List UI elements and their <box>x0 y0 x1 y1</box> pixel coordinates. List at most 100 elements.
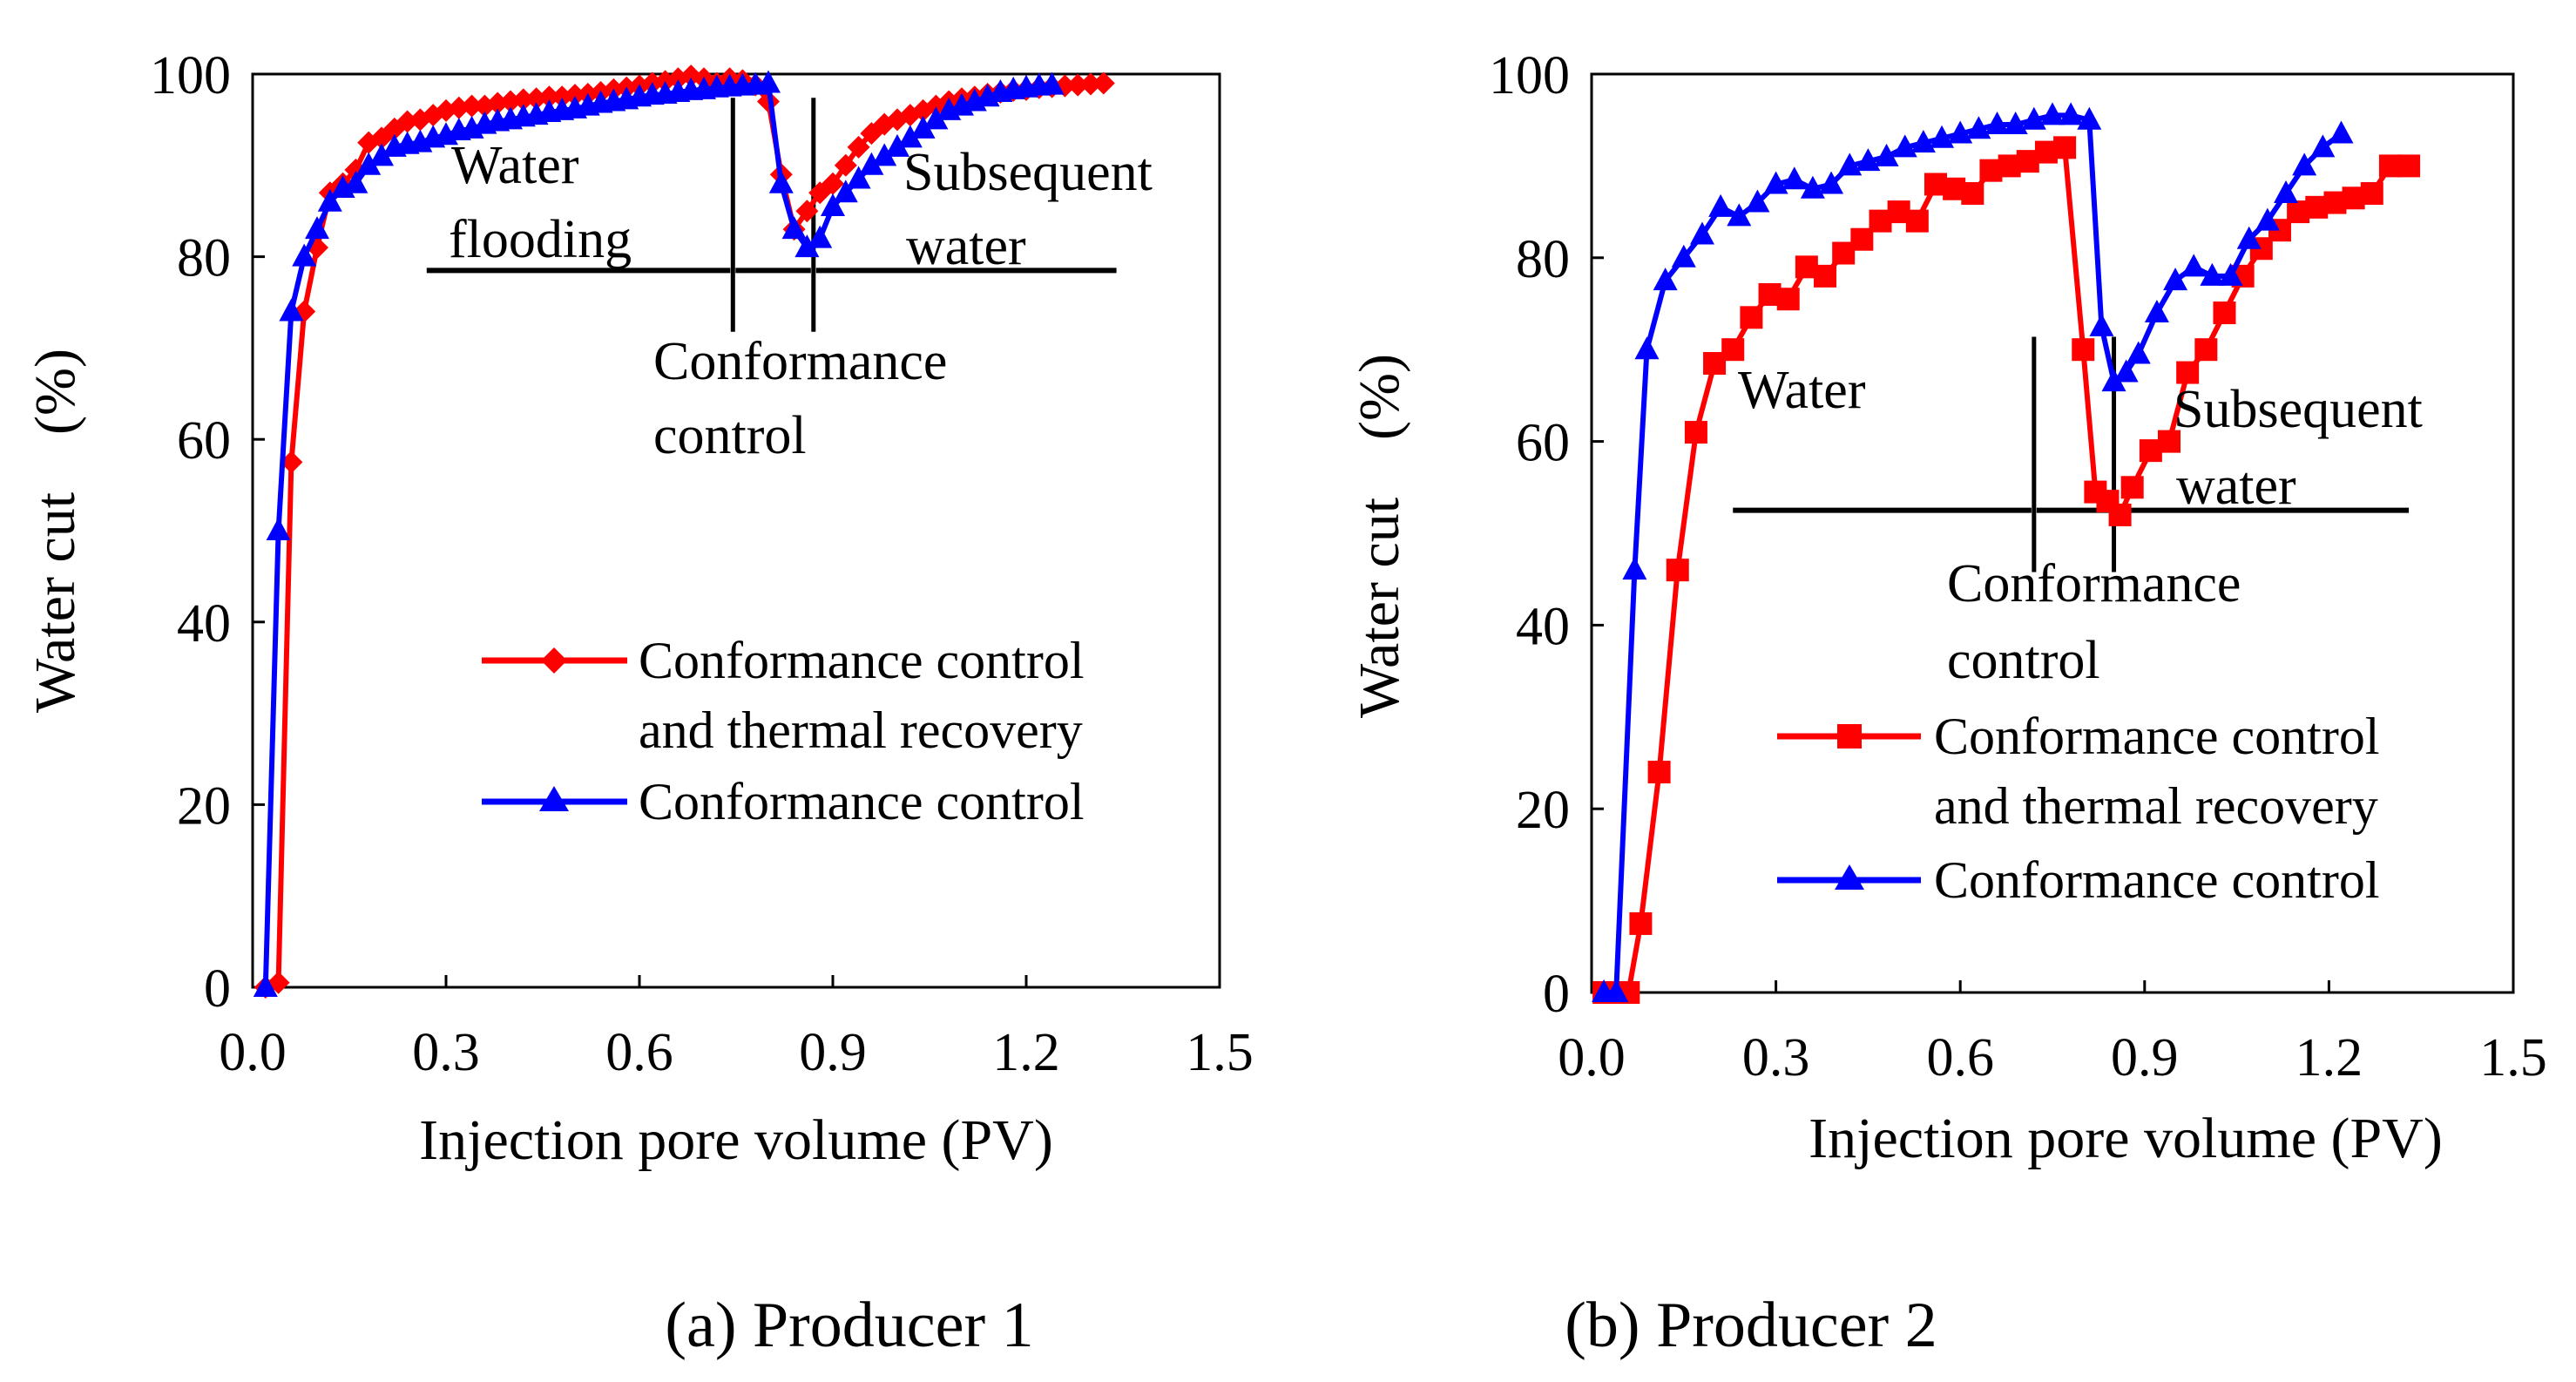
legend: Conformance control and thermal recovery… <box>482 632 1085 830</box>
x-axis-ticks: 0.0 0.3 0.6 0.9 1.2 1.5 <box>1558 980 2547 1087</box>
data-point-diamond <box>886 108 909 132</box>
chart-title: (a) Producer 1 <box>665 1290 1033 1361</box>
data-point-triangle <box>808 225 833 248</box>
data-point-triangle <box>781 216 807 240</box>
x-tick-label: 0.9 <box>2111 1028 2179 1087</box>
data-point-triangle <box>2292 152 2317 176</box>
data-point-triangle <box>2144 300 2169 323</box>
data-point-triangle <box>2089 313 2114 336</box>
y-tick-label: 20 <box>177 776 231 836</box>
data-point-triangle <box>305 216 329 240</box>
data-point-triangle <box>2113 359 2139 383</box>
data-point-triangle <box>872 143 897 166</box>
legend-item-conformance: Conformance control <box>482 773 1085 830</box>
data-point-triangle <box>910 115 936 139</box>
data-point-square <box>1666 559 1689 582</box>
legend-item-conformance-thermal: Conformance control and thermal recovery <box>482 632 1085 759</box>
annotation-subsequent-water: Subsequent water <box>2174 380 2423 516</box>
data-point-triangle <box>846 166 871 189</box>
data-point-square <box>2176 361 2200 384</box>
plot-area-frame <box>251 72 1221 989</box>
data-point-triangle <box>2218 262 2243 286</box>
legend-item-conformance-thermal: Conformance control and thermal recovery <box>1777 708 2380 835</box>
data-point-triangle <box>1984 111 2010 134</box>
x-tick-label: 0.0 <box>219 1023 287 1082</box>
data-point-square <box>2072 338 2095 362</box>
data-point-square <box>2120 476 2144 499</box>
data-point-triangle <box>1039 71 1065 95</box>
data-point-triangle <box>1727 203 1752 227</box>
data-point-triangle <box>1671 244 1696 268</box>
y-tick-label: 80 <box>1516 230 1570 289</box>
data-point-square <box>2158 430 2181 453</box>
data-point-triangle <box>2329 120 2354 144</box>
legend-square-marker <box>1837 724 1862 749</box>
data-point-triangle <box>356 152 382 175</box>
data-point-triangle <box>821 193 845 216</box>
y-tick-label: 60 <box>1516 414 1570 473</box>
data-point-triangle <box>369 143 394 166</box>
data-point-triangle <box>266 518 291 540</box>
data-point-square <box>2194 338 2218 362</box>
chart-producer-1: 0 20 40 60 80 100 0.0 0.3 0.6 0.9 1.2 1.5 Injectio… <box>24 46 1254 1361</box>
data-point-square <box>1905 209 1929 233</box>
data-point-triangle <box>1930 125 1955 148</box>
data-point-triangle <box>2181 254 2207 277</box>
y-tick-label: 80 <box>177 229 231 288</box>
y-tick-label: 0 <box>1543 965 1570 1024</box>
data-point-triangle <box>2200 262 2225 286</box>
data-point-square <box>1684 421 1707 444</box>
data-point-square <box>1814 264 1837 288</box>
data-point-triangle <box>2003 111 2028 134</box>
data-point-triangle <box>859 152 884 175</box>
data-series-layer <box>253 64 1115 999</box>
legend: Conformance control and thermal recovery… <box>1777 708 2380 909</box>
annotation-text: water <box>906 217 1026 276</box>
data-point-diamond <box>564 84 586 107</box>
annotation-water: Water <box>1738 361 1866 420</box>
data-point-triangle <box>2163 268 2188 291</box>
data-point-triangle <box>1892 134 1917 158</box>
data-point-triangle <box>1800 175 1825 199</box>
data-point-triangle <box>2310 134 2336 158</box>
data-point-triangle <box>343 170 368 193</box>
data-point-diamond <box>280 451 303 474</box>
y-axis-ticks: 0 20 40 60 80 100 <box>1489 46 1604 1024</box>
legend-label: Conformance control <box>1934 708 2380 765</box>
data-point-triangle <box>2126 341 2151 364</box>
x-tick-label: 0.3 <box>412 1023 480 1082</box>
data-point-triangle <box>1948 120 1973 144</box>
data-point-triangle <box>1837 152 1863 176</box>
data-point-triangle <box>2236 226 2262 249</box>
data-point-triangle <box>756 70 781 93</box>
data-point-diamond <box>460 94 483 118</box>
legend-label: Conformance control <box>1934 851 2380 909</box>
annotation-text: Conformance <box>1947 554 2241 613</box>
data-point-diamond <box>1079 72 1102 96</box>
data-point-triangle <box>2077 106 2102 130</box>
data-point-triangle <box>1604 979 1629 1002</box>
data-point-square <box>2360 182 2383 206</box>
data-point-triangle <box>768 170 794 193</box>
annotation-text: water <box>2176 457 2296 516</box>
data-point-diamond <box>821 172 844 195</box>
data-point-triangle <box>2274 180 2299 204</box>
annotation-text: Water <box>1738 361 1866 420</box>
data-point-triangle <box>1856 148 1881 172</box>
data-point-diamond <box>847 135 870 159</box>
data-point-triangle <box>2021 106 2046 130</box>
y-tick-label: 40 <box>177 594 231 654</box>
legend-label: Conformance control <box>639 632 1085 689</box>
y-tick-label: 0 <box>204 959 231 1019</box>
data-point-triangle <box>1708 193 1734 217</box>
legend-label: Conformance control <box>639 773 1085 830</box>
data-point-square <box>1647 761 1671 784</box>
x-tick-label: 1.5 <box>1186 1023 1254 1082</box>
annotation-subsequent-water: Subsequent water <box>903 143 1153 276</box>
data-point-triangle <box>279 298 304 322</box>
data-point-square <box>2108 503 2132 526</box>
data-point-triangle <box>2040 102 2065 125</box>
x-axis-label: Injection pore volume (PV) <box>1809 1107 2443 1170</box>
x-axis-label: Injection pore volume (PV) <box>419 1108 1053 1172</box>
annotation-text: Subsequent <box>2174 380 2423 439</box>
